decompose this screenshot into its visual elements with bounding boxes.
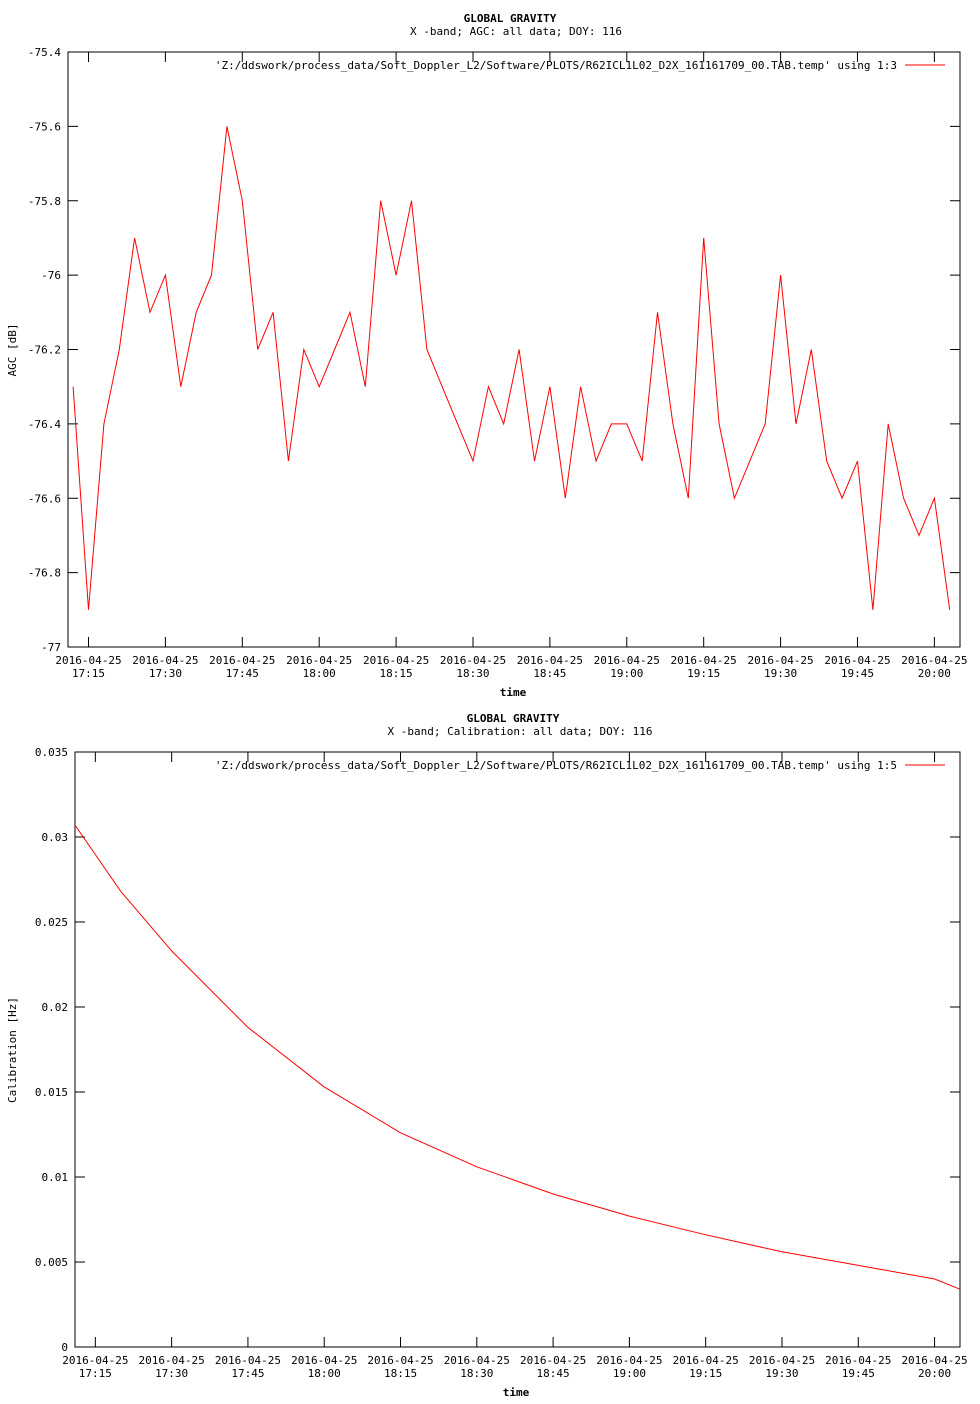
y-tick-label: 0.035 — [35, 746, 68, 759]
y-tick-label: -75.4 — [28, 46, 61, 59]
x-tick-date: 2016-04-25 — [286, 654, 352, 667]
y-tick-label: 0.015 — [35, 1086, 68, 1099]
x-tick-time: 19:15 — [689, 1367, 722, 1380]
x-tick-date: 2016-04-25 — [209, 654, 275, 667]
x-axis: 2016-04-2517:152016-04-2517:302016-04-25… — [55, 52, 967, 680]
chart-title: GLOBAL GRAVITY — [467, 712, 560, 725]
y-tick-label: 0.025 — [35, 916, 68, 929]
y-tick-label: -76.8 — [28, 567, 61, 580]
x-tick-time: 18:30 — [460, 1367, 493, 1380]
x-tick-time: 18:00 — [303, 667, 336, 680]
x-tick-time: 17:30 — [149, 667, 182, 680]
y-axis-label: AGC [dB] — [6, 324, 19, 377]
y-tick-label: -76.2 — [28, 344, 61, 357]
agc-chart: GLOBAL GRAVITY X -band; AGC: all data; D… — [6, 12, 967, 699]
x-tick-time: 18:45 — [537, 1367, 570, 1380]
y-tick-label: 0.005 — [35, 1256, 68, 1269]
x-tick-time: 17:45 — [231, 1367, 264, 1380]
x-tick-date: 2016-04-25 — [55, 654, 121, 667]
y-tick-label: -76.4 — [28, 418, 61, 431]
x-tick-date: 2016-04-25 — [594, 654, 660, 667]
y-tick-label: 0.01 — [42, 1171, 69, 1184]
x-tick-time: 19:00 — [610, 667, 643, 680]
x-tick-time: 19:30 — [765, 1367, 798, 1380]
x-tick-time: 19:45 — [841, 667, 874, 680]
x-tick-time: 19:00 — [613, 1367, 646, 1380]
x-tick-date: 2016-04-25 — [824, 654, 890, 667]
y-tick-label: -75.8 — [28, 195, 61, 208]
x-tick-date: 2016-04-25 — [825, 1354, 891, 1367]
y-tick-label: -76.6 — [28, 492, 61, 505]
x-tick-time: 18:15 — [384, 1367, 417, 1380]
legend-label: 'Z:/ddswork/process_data/Soft_Doppler_L2… — [215, 759, 897, 772]
chart-title: GLOBAL GRAVITY — [464, 12, 557, 25]
y-axis-label: Calibration [Hz] — [6, 997, 19, 1103]
y-tick-label: -77 — [41, 641, 61, 654]
x-tick-date: 2016-04-25 — [62, 1354, 128, 1367]
x-tick-date: 2016-04-25 — [363, 654, 429, 667]
x-tick-time: 19:15 — [687, 667, 720, 680]
x-tick-date: 2016-04-25 — [367, 1354, 433, 1367]
x-tick-date: 2016-04-25 — [444, 1354, 510, 1367]
x-axis-label: time — [500, 686, 527, 699]
x-tick-time: 17:15 — [72, 667, 105, 680]
x-tick-time: 17:30 — [155, 1367, 188, 1380]
x-tick-date: 2016-04-25 — [596, 1354, 662, 1367]
x-tick-time: 20:00 — [918, 667, 951, 680]
x-tick-date: 2016-04-25 — [901, 1354, 967, 1367]
y-tick-label: -76 — [41, 269, 61, 282]
y-axis: 0.035 0.03 0.025 0.02 0.015 0.01 0.005 0 — [35, 746, 960, 1354]
x-tick-date: 2016-04-25 — [132, 654, 198, 667]
y-tick-label: 0.03 — [42, 831, 69, 844]
x-axis-label: time — [503, 1386, 530, 1399]
x-tick-date: 2016-04-25 — [139, 1354, 205, 1367]
x-tick-time: 18:45 — [533, 667, 566, 680]
legend-label: 'Z:/ddswork/process_data/Soft_Doppler_L2… — [215, 59, 897, 72]
y-tick-label: -75.6 — [28, 120, 61, 133]
x-tick-time: 18:30 — [456, 667, 489, 680]
x-tick-date: 2016-04-25 — [747, 654, 813, 667]
x-tick-date: 2016-04-25 — [215, 1354, 281, 1367]
x-tick-date: 2016-04-25 — [749, 1354, 815, 1367]
x-tick-date: 2016-04-25 — [291, 1354, 357, 1367]
x-tick-time: 19:30 — [764, 667, 797, 680]
x-tick-time: 17:45 — [226, 667, 259, 680]
chart-subtitle: X -band; AGC: all data; DOY: 116 — [410, 25, 622, 38]
x-tick-time: 19:45 — [842, 1367, 875, 1380]
x-tick-date: 2016-04-25 — [901, 654, 967, 667]
x-tick-time: 18:15 — [380, 667, 413, 680]
y-axis: -75.4 -75.6 -75.8 -76 -76.2 -76.4 -76.6 -76.8 -7… — [28, 46, 960, 654]
x-tick-time: 20:00 — [918, 1367, 951, 1380]
x-tick-date: 2016-04-25 — [440, 654, 506, 667]
chart-subtitle: X -band; Calibration: all data; DOY: 116 — [388, 725, 653, 738]
x-tick-date: 2016-04-25 — [520, 1354, 586, 1367]
x-tick-date: 2016-04-25 — [517, 654, 583, 667]
series-line — [74, 824, 961, 1290]
y-tick-label: 0 — [61, 1341, 68, 1354]
x-tick-time: 18:00 — [308, 1367, 341, 1380]
plot-frame — [74, 751, 961, 1348]
calibration-chart: GLOBAL GRAVITY X -band; Calibration: all… — [6, 712, 968, 1399]
x-axis: 2016-04-2517:152016-04-2517:302016-04-25… — [62, 752, 968, 1380]
x-tick-date: 2016-04-25 — [671, 654, 737, 667]
x-tick-time: 17:15 — [79, 1367, 112, 1380]
series-line — [72, 126, 951, 610]
x-tick-date: 2016-04-25 — [673, 1354, 739, 1367]
y-tick-label: 0.02 — [42, 1001, 69, 1014]
